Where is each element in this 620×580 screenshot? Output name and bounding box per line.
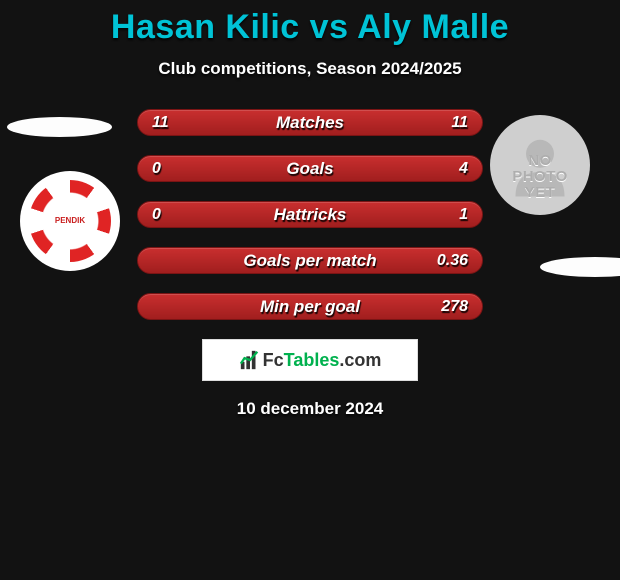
- stat-right-value: 1: [459, 206, 468, 224]
- stat-left-value: 11: [152, 114, 169, 132]
- stat-bars: 11 Matches 11 0 Goals 4 0 Hattricks 1 Go…: [137, 109, 483, 320]
- stat-row-goals-per-match: Goals per match 0.36: [137, 247, 483, 274]
- stat-label: Goals per match: [138, 248, 482, 273]
- stat-right-value: 0.36: [437, 252, 468, 270]
- stat-label: Min per goal: [138, 294, 482, 319]
- pendik-emblem-icon: PENDIK: [29, 180, 111, 262]
- no-photo-label: NO PHOTO YET: [500, 153, 580, 200]
- stat-row-hattricks: 0 Hattricks 1: [137, 201, 483, 228]
- stat-right-value: 278: [441, 298, 468, 316]
- brand-part-a: Fc: [263, 350, 284, 370]
- stat-label: Matches: [138, 110, 482, 135]
- page-subtitle: Club competitions, Season 2024/2025: [0, 59, 620, 79]
- player-left-club-logo: PENDIK: [20, 171, 120, 271]
- stat-row-goals: 0 Goals 4: [137, 155, 483, 182]
- brand-part-b: Tables: [284, 350, 340, 370]
- brand-attribution[interactable]: FcTables.com: [202, 339, 418, 381]
- stat-label: Goals: [138, 156, 482, 181]
- brand-part-c: .com: [339, 350, 381, 370]
- emblem-text: PENDIK: [55, 217, 85, 225]
- stat-label: Hattricks: [138, 202, 482, 227]
- page-title: Hasan Kilic vs Aly Malle: [0, 0, 620, 47]
- stat-row-min-per-goal: Min per goal 278: [137, 293, 483, 320]
- player-right-name-badge: [540, 257, 620, 277]
- comparison-panel: PENDIK NO PHOTO YET 11 Matches 11 0 Goal…: [0, 109, 620, 419]
- bar-chart-icon: [239, 349, 261, 371]
- brand-text: FcTables.com: [263, 350, 382, 371]
- player-left-name-badge: [7, 117, 112, 137]
- stat-left-value: 0: [152, 206, 161, 224]
- stat-right-value: 4: [459, 160, 468, 178]
- footer-date: 10 december 2024: [0, 399, 620, 419]
- stat-row-matches: 11 Matches 11: [137, 109, 483, 136]
- stat-left-value: 0: [152, 160, 161, 178]
- stat-right-value: 11: [451, 114, 468, 132]
